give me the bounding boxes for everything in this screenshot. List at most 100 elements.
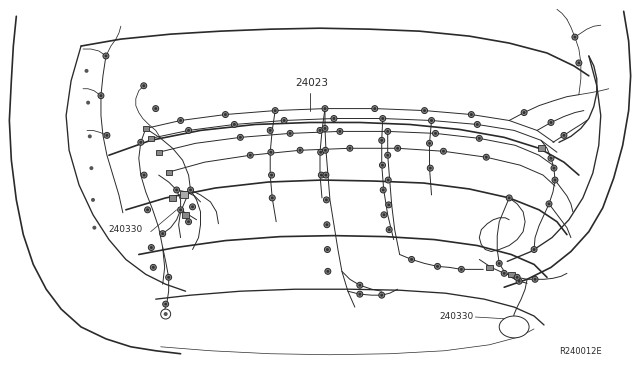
Circle shape: [99, 94, 102, 97]
Circle shape: [408, 256, 415, 262]
Circle shape: [167, 276, 170, 279]
Circle shape: [501, 270, 507, 276]
Circle shape: [552, 177, 558, 183]
Circle shape: [576, 60, 582, 66]
Circle shape: [268, 128, 273, 134]
Circle shape: [324, 247, 330, 253]
Circle shape: [173, 187, 180, 193]
Circle shape: [468, 112, 474, 118]
Circle shape: [163, 301, 169, 307]
Bar: [180, 192, 188, 198]
Circle shape: [189, 189, 192, 192]
Circle shape: [476, 135, 483, 141]
Text: 240330: 240330: [440, 312, 474, 321]
Circle shape: [249, 154, 252, 157]
Circle shape: [331, 116, 337, 122]
Circle shape: [381, 117, 384, 120]
Circle shape: [325, 268, 331, 274]
Circle shape: [140, 141, 142, 144]
Circle shape: [381, 164, 384, 167]
Circle shape: [269, 195, 275, 201]
Circle shape: [357, 291, 363, 297]
Circle shape: [187, 129, 190, 132]
Circle shape: [318, 172, 324, 178]
Circle shape: [386, 154, 389, 157]
Circle shape: [478, 137, 481, 140]
Circle shape: [297, 147, 303, 153]
Circle shape: [179, 119, 182, 122]
Circle shape: [160, 231, 166, 237]
Circle shape: [283, 119, 285, 122]
Circle shape: [476, 123, 479, 126]
Circle shape: [91, 198, 95, 202]
Circle shape: [322, 106, 328, 112]
Circle shape: [86, 101, 90, 105]
Circle shape: [323, 127, 326, 130]
Circle shape: [323, 172, 329, 178]
Circle shape: [150, 246, 153, 249]
Circle shape: [436, 265, 439, 268]
Circle shape: [532, 276, 538, 282]
Circle shape: [440, 148, 447, 154]
Text: 240330: 240330: [108, 225, 142, 234]
Circle shape: [474, 122, 480, 128]
Circle shape: [287, 131, 293, 137]
Circle shape: [508, 196, 511, 199]
Circle shape: [141, 83, 147, 89]
Bar: [486, 265, 493, 270]
Circle shape: [430, 119, 433, 122]
Circle shape: [324, 174, 328, 177]
Circle shape: [380, 294, 383, 296]
Circle shape: [186, 219, 191, 225]
Circle shape: [434, 132, 437, 135]
Circle shape: [385, 152, 390, 158]
Circle shape: [269, 172, 275, 178]
Circle shape: [272, 108, 278, 113]
Circle shape: [435, 263, 440, 269]
Circle shape: [232, 122, 237, 128]
Circle shape: [152, 266, 155, 269]
Circle shape: [410, 258, 413, 261]
Circle shape: [460, 268, 463, 271]
Circle shape: [141, 172, 147, 178]
Circle shape: [319, 129, 321, 132]
Circle shape: [320, 174, 323, 177]
Circle shape: [502, 272, 506, 275]
Bar: [508, 272, 515, 277]
Circle shape: [239, 136, 242, 139]
Circle shape: [518, 280, 520, 283]
Circle shape: [550, 157, 552, 160]
Circle shape: [92, 226, 97, 230]
Circle shape: [483, 154, 489, 160]
Circle shape: [563, 134, 565, 137]
Circle shape: [281, 118, 287, 124]
Text: 24023: 24023: [295, 78, 328, 88]
Bar: [166, 170, 172, 174]
Circle shape: [387, 203, 390, 206]
Circle shape: [274, 109, 276, 112]
Circle shape: [106, 134, 108, 137]
Circle shape: [337, 128, 343, 134]
Circle shape: [381, 189, 385, 192]
Circle shape: [319, 151, 322, 154]
Circle shape: [433, 131, 438, 137]
Circle shape: [379, 137, 385, 143]
Circle shape: [380, 116, 386, 122]
Bar: [156, 150, 162, 155]
Circle shape: [326, 270, 330, 273]
Circle shape: [385, 128, 390, 134]
Circle shape: [289, 132, 292, 135]
Bar: [538, 145, 545, 151]
Circle shape: [428, 142, 431, 145]
Circle shape: [90, 166, 93, 170]
Circle shape: [534, 278, 536, 281]
Circle shape: [237, 134, 243, 140]
Circle shape: [317, 149, 324, 155]
Circle shape: [179, 208, 182, 211]
Circle shape: [358, 284, 362, 287]
Circle shape: [166, 274, 172, 280]
Circle shape: [506, 195, 512, 201]
Circle shape: [178, 118, 184, 124]
Circle shape: [429, 167, 432, 170]
Circle shape: [561, 132, 567, 138]
